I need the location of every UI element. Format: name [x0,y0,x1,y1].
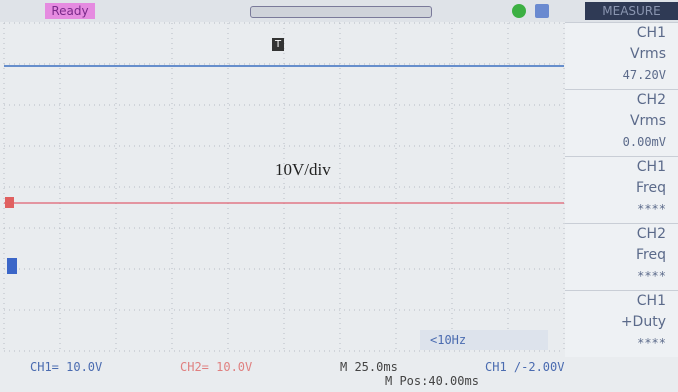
status-bar: Ready MEASURE [0,0,678,22]
oscilloscope-screen: Ready MEASURE 10V/div T <10Hz CH1Vrms47.… [0,0,678,392]
measure-value: **** [565,333,678,354]
position: M Pos:40.00ms [385,374,479,388]
measure-source: CH1 [565,157,678,178]
menu-title: MEASURE [585,2,678,20]
measure-type: Freq [565,178,678,199]
measure-type: +Duty [565,312,678,333]
ch2-marker [5,197,14,208]
measure-source: CH1 [565,23,678,44]
trigger-marker: T [272,38,284,51]
measure-value: 0.00mV [565,132,678,153]
measure-item[interactable]: CH1+Duty**** [565,290,678,357]
ch1-marker [7,258,17,274]
usb-icon [535,4,549,18]
ch2-scale: CH2= 10.0V [180,360,252,374]
status: Ready [45,3,95,19]
bottom-bar: CH1= 10.0V CH2= 10.0V M 25.0ms M Pos:40.… [0,352,565,392]
waveform-display [0,22,565,352]
measure-source: CH1 [565,291,678,312]
measure-type: Vrms [565,111,678,132]
measure-value: 47.20V [565,65,678,86]
measure-source: CH2 [565,90,678,111]
annotation: 10V/div [275,160,331,180]
trigger: CH1 /-2.00V [485,360,564,374]
measure-type: Freq [565,245,678,266]
ch1-scale: CH1= 10.0V [30,360,102,374]
measure-value: **** [565,199,678,220]
run-icon [512,4,526,18]
trigger-position-bar [250,6,432,18]
measure-value: **** [565,266,678,287]
measure-type: Vrms [565,44,678,65]
timebase: M 25.0ms [340,360,398,374]
measure-source: CH2 [565,224,678,245]
frequency-readout: <10Hz [420,330,548,350]
